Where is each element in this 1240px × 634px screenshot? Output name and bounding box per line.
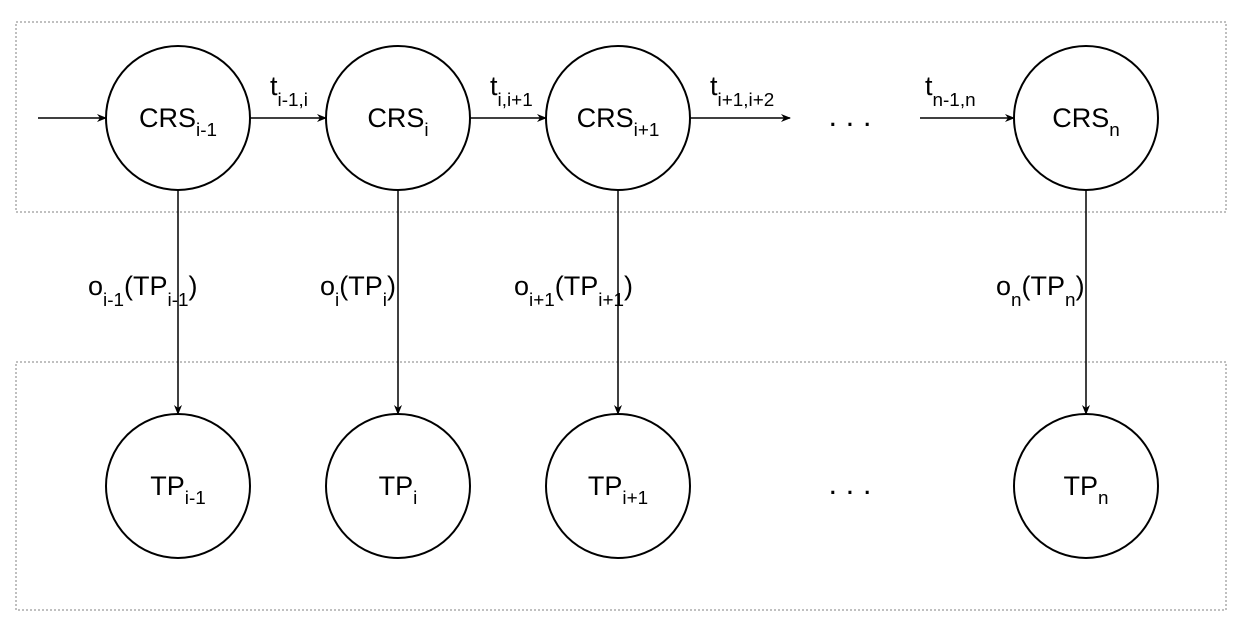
transition-label: ti,i+1 xyxy=(490,71,533,111)
output-label: on(TPn) xyxy=(996,271,1085,311)
diagram-canvas: CRSi-1 CRSi CRSi+1 CRSn TPi-1 TPi TPi+1 TPn . . … xyxy=(0,0,1240,634)
tp-node-label: TPn xyxy=(1063,471,1108,508)
crs-node-label: CRSi xyxy=(367,103,428,140)
transition-label: ti-1,i xyxy=(270,71,308,111)
tp-node-label: TPi+1 xyxy=(588,471,648,508)
tp-node-label: TPi xyxy=(379,471,418,508)
output-label: oi-1(TPi-1) xyxy=(88,271,198,311)
crs-node-label: CRSi+1 xyxy=(577,103,660,140)
transition-label: ti+1,i+2 xyxy=(710,71,774,111)
bottom-ellipsis: . . . xyxy=(828,466,871,501)
crs-node-label: CRSn xyxy=(1052,103,1120,140)
top-ellipsis: . . . xyxy=(828,98,871,133)
crs-node-label: CRSi-1 xyxy=(139,103,217,140)
tp-node-label: TPi-1 xyxy=(150,471,206,508)
output-label: oi+1(TPi+1) xyxy=(514,271,633,311)
transition-label: tn-1,n xyxy=(925,71,976,111)
output-label: oi(TPi) xyxy=(320,271,396,311)
